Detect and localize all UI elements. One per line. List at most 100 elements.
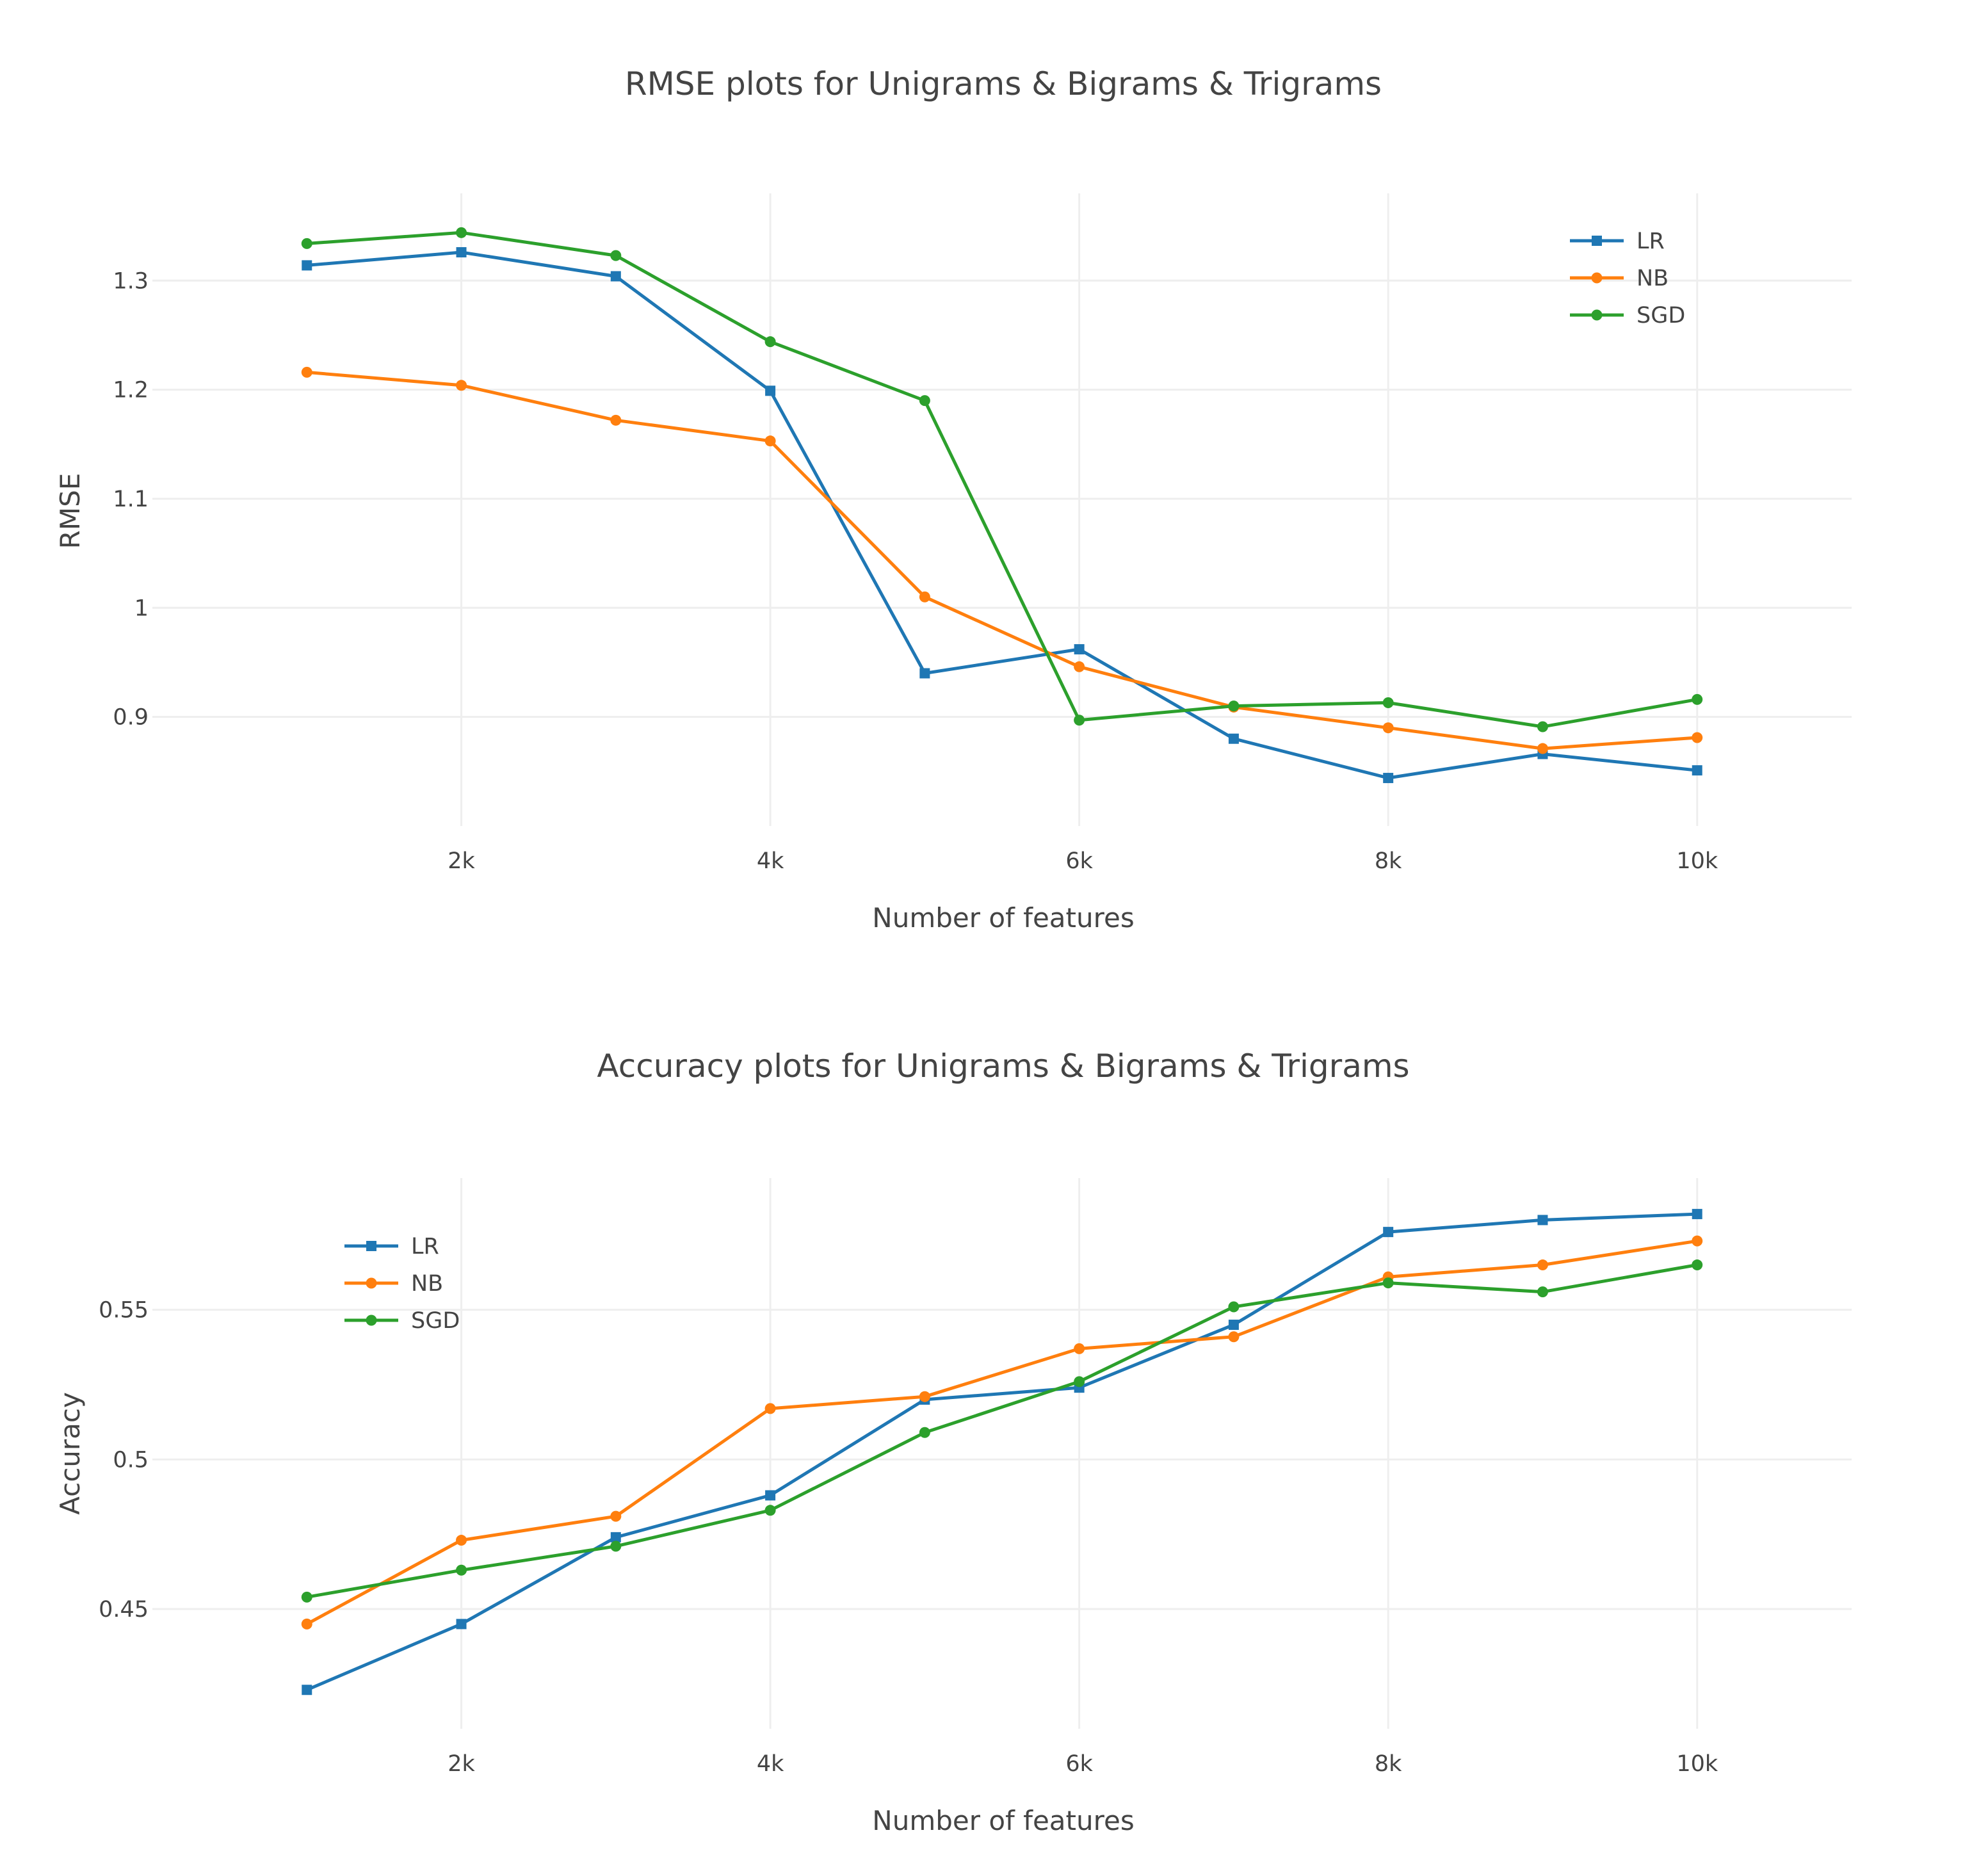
legend-item-lr: LR: [1570, 229, 1665, 254]
series-line-sgd: [307, 231, 1698, 729]
data-point: [301, 238, 312, 249]
legend-marker: [366, 1315, 377, 1326]
data-point: [1074, 1376, 1085, 1388]
legend-label: NB: [1636, 266, 1669, 291]
data-point: [1074, 1343, 1085, 1354]
data-point: [919, 395, 930, 407]
y-tick-label: 0.5: [113, 1447, 149, 1473]
y-axis-title: RMSE: [54, 473, 86, 549]
legend-item-nb: NB: [1570, 266, 1669, 291]
data-point: [919, 591, 930, 603]
series-lr: [302, 247, 1702, 784]
data-point: [1692, 1209, 1702, 1220]
data-point: [456, 247, 467, 257]
data-point: [919, 1391, 930, 1402]
chart-title: Accuracy plots for Unigrams & Bigrams & …: [597, 1048, 1409, 1085]
data-point: [456, 227, 467, 238]
series-lines: [301, 227, 1703, 784]
y-tick-label: 0.45: [99, 1597, 149, 1622]
data-point: [1074, 715, 1085, 726]
data-point: [301, 1591, 312, 1603]
y-axis-title: Accuracy: [54, 1392, 86, 1515]
series-lr: [302, 1209, 1702, 1695]
x-tick-label: 2k: [448, 848, 475, 874]
data-point: [302, 260, 312, 271]
x-tick-label: 8k: [1375, 848, 1402, 874]
x-axis-title: Number of features: [872, 902, 1134, 934]
data-point: [764, 1403, 776, 1414]
data-point: [610, 271, 621, 282]
y-tick-label: 0.55: [99, 1298, 149, 1323]
data-point: [1692, 1235, 1703, 1247]
data-point: [456, 1564, 467, 1576]
data-point: [1382, 722, 1394, 734]
series-sgd: [301, 1259, 1703, 1603]
data-point: [1074, 661, 1085, 672]
series-line-nb: [306, 1239, 1698, 1626]
data-point: [1383, 773, 1394, 784]
legend-item-sgd: SGD: [344, 1308, 460, 1334]
series-line-lr: [307, 250, 1697, 780]
data-point: [1537, 1215, 1548, 1226]
gridlines: [152, 193, 1852, 826]
data-point: [1537, 1286, 1548, 1298]
x-tick-label: 10k: [1676, 1751, 1718, 1777]
series-lines: [301, 1209, 1703, 1695]
data-point: [1692, 693, 1703, 705]
data-point: [456, 1619, 467, 1630]
data-point: [1537, 1259, 1548, 1271]
accuracy-chart: Accuracy plots for Unigrams & Bigrams & …: [54, 1048, 1852, 1836]
legend-marker: [1592, 236, 1602, 246]
data-point: [456, 380, 467, 391]
y-tick-label: 1.1: [113, 487, 149, 512]
x-tick-label: 2k: [448, 1751, 475, 1777]
data-point: [1228, 1301, 1240, 1313]
data-point: [764, 336, 776, 348]
data-point: [1228, 733, 1239, 744]
legend-item-sgd: SGD: [1570, 303, 1685, 328]
data-point: [919, 1427, 930, 1438]
chart-title: RMSE plots for Unigrams & Bigrams & Trig…: [625, 65, 1382, 102]
data-point: [1228, 700, 1240, 712]
data-point: [1228, 1320, 1239, 1331]
series-sgd: [301, 227, 1703, 732]
y-tick-label: 1.2: [113, 378, 149, 403]
data-point: [764, 435, 776, 447]
legend-item-nb: NB: [344, 1271, 443, 1297]
data-point: [610, 414, 622, 426]
legend-label: SGD: [1636, 303, 1685, 328]
data-point: [610, 1510, 622, 1522]
legend-label: NB: [411, 1271, 443, 1297]
legend: LR NB SGD: [344, 1234, 460, 1334]
legend-marker: [366, 1277, 377, 1289]
data-point: [1537, 721, 1548, 732]
data-point: [1692, 765, 1702, 776]
tick-labels: 2k 4k 6k 8k 10k 0.9 1 1.1 1.2 1.3: [113, 268, 1718, 874]
legend-item-lr: LR: [344, 1234, 439, 1259]
data-point: [1537, 743, 1548, 754]
y-tick-label: 1: [134, 595, 149, 621]
data-point: [1692, 1259, 1703, 1271]
tick-labels: 2k 4k 6k 8k 10k 0.45 0.5 0.55: [99, 1298, 1718, 1777]
data-point: [610, 1541, 622, 1552]
legend-marker: [366, 1241, 376, 1251]
data-point: [764, 1505, 776, 1516]
rmse-chart: RMSE plots for Unigrams & Bigrams & Trig…: [54, 65, 1852, 934]
x-tick-label: 8k: [1375, 1751, 1402, 1777]
data-point: [610, 1532, 621, 1542]
x-tick-label: 4k: [757, 848, 784, 874]
legend: LR NB SGD: [1570, 229, 1685, 328]
y-tick-label: 1.3: [113, 268, 149, 294]
data-point: [301, 366, 312, 378]
data-point: [1692, 732, 1703, 743]
series-nb: [301, 1235, 1703, 1630]
data-point: [919, 668, 930, 679]
x-tick-label: 6k: [1065, 848, 1093, 874]
legend-marker: [1591, 272, 1603, 284]
series-line-nb: [307, 370, 1697, 750]
data-point: [301, 1618, 312, 1630]
data-point: [765, 385, 776, 396]
series-line-lr: [306, 1212, 1697, 1692]
